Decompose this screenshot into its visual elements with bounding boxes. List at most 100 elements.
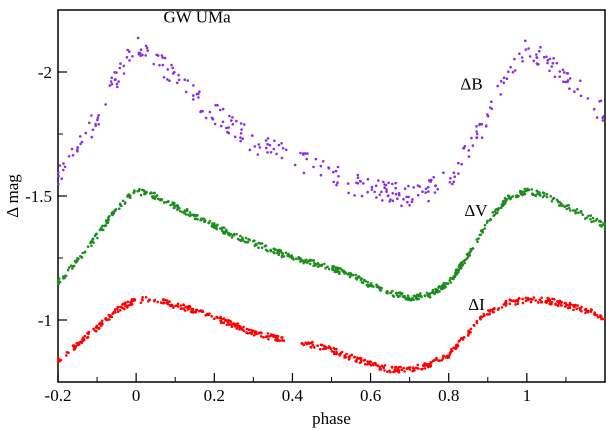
data-point	[281, 336, 284, 339]
data-point	[496, 211, 499, 215]
data-point	[346, 182, 350, 185]
data-point	[507, 196, 511, 200]
data-point	[347, 191, 350, 195]
data-point	[290, 254, 293, 257]
data-point	[242, 239, 245, 242]
data-point	[272, 147, 276, 151]
data-point	[337, 175, 340, 178]
data-point	[185, 207, 189, 211]
data-point	[364, 362, 367, 366]
data-point	[374, 184, 378, 188]
data-point	[338, 266, 341, 270]
data-point	[162, 201, 166, 204]
data-point	[540, 301, 543, 304]
data-point	[384, 183, 388, 187]
data-point	[573, 304, 576, 308]
data-point	[218, 108, 222, 112]
data-point	[366, 280, 370, 284]
data-point	[94, 122, 97, 126]
data-point	[453, 175, 457, 178]
data-point	[507, 194, 511, 198]
data-point	[416, 363, 420, 367]
data-point	[240, 128, 243, 131]
data-point	[118, 308, 122, 312]
data-point	[323, 262, 326, 266]
data-point	[268, 143, 272, 147]
data-point	[306, 342, 309, 345]
data-point	[433, 191, 437, 194]
data-point	[380, 364, 384, 368]
data-point	[373, 190, 376, 194]
data-point	[446, 282, 449, 285]
x-tick-label: 1	[523, 386, 532, 405]
data-point	[97, 114, 100, 117]
data-point	[139, 193, 143, 197]
data-point	[402, 197, 405, 201]
data-point	[83, 251, 87, 254]
data-point	[367, 283, 371, 287]
data-point	[411, 366, 415, 369]
data-point	[57, 280, 61, 283]
data-point	[411, 198, 414, 201]
data-point	[356, 173, 360, 177]
data-point	[434, 184, 437, 188]
data-point	[443, 284, 447, 288]
data-point	[521, 60, 524, 63]
data-point	[445, 354, 449, 358]
data-point	[190, 308, 194, 311]
data-point	[284, 148, 288, 152]
data-point	[403, 370, 406, 373]
data-point	[454, 344, 458, 347]
data-point	[378, 285, 381, 289]
data-point	[356, 176, 360, 179]
data-point	[140, 188, 144, 192]
data-point	[388, 200, 392, 203]
data-point	[70, 147, 74, 151]
data-point	[362, 278, 366, 282]
data-point	[461, 338, 465, 341]
data-point	[253, 145, 257, 148]
data-point	[584, 217, 587, 220]
data-point	[413, 294, 416, 298]
data-point	[224, 228, 228, 232]
data-point	[96, 236, 99, 240]
data-point	[239, 136, 242, 139]
data-point	[118, 207, 121, 210]
data-point	[57, 171, 60, 174]
data-point	[513, 69, 517, 72]
data-point	[77, 257, 80, 261]
data-point	[376, 364, 380, 368]
data-point	[314, 264, 317, 267]
data-point	[426, 185, 430, 189]
data-point	[272, 335, 275, 338]
data-point	[178, 209, 182, 213]
data-point	[223, 231, 227, 235]
data-point	[304, 258, 308, 262]
data-point	[122, 64, 126, 68]
data-point	[188, 211, 192, 214]
data-point	[386, 194, 390, 198]
data-point	[244, 236, 248, 240]
data-point	[173, 206, 176, 210]
data-point	[332, 352, 336, 356]
data-point	[481, 315, 484, 319]
data-point	[431, 290, 435, 293]
data-point	[141, 296, 144, 299]
data-point	[514, 303, 517, 306]
data-point	[456, 344, 460, 348]
data-point	[163, 56, 167, 60]
data-point	[508, 302, 512, 306]
data-point	[239, 132, 243, 135]
data-point	[423, 294, 427, 297]
data-point	[168, 303, 172, 307]
data-point	[68, 266, 71, 269]
data-point	[477, 237, 480, 240]
data-point	[330, 350, 334, 353]
series-label: ΔV	[464, 201, 488, 220]
data-point	[74, 344, 78, 348]
data-point	[575, 307, 578, 311]
data-point	[252, 240, 255, 243]
data-point	[160, 198, 163, 202]
data-point	[169, 203, 172, 207]
data-point	[574, 211, 578, 214]
